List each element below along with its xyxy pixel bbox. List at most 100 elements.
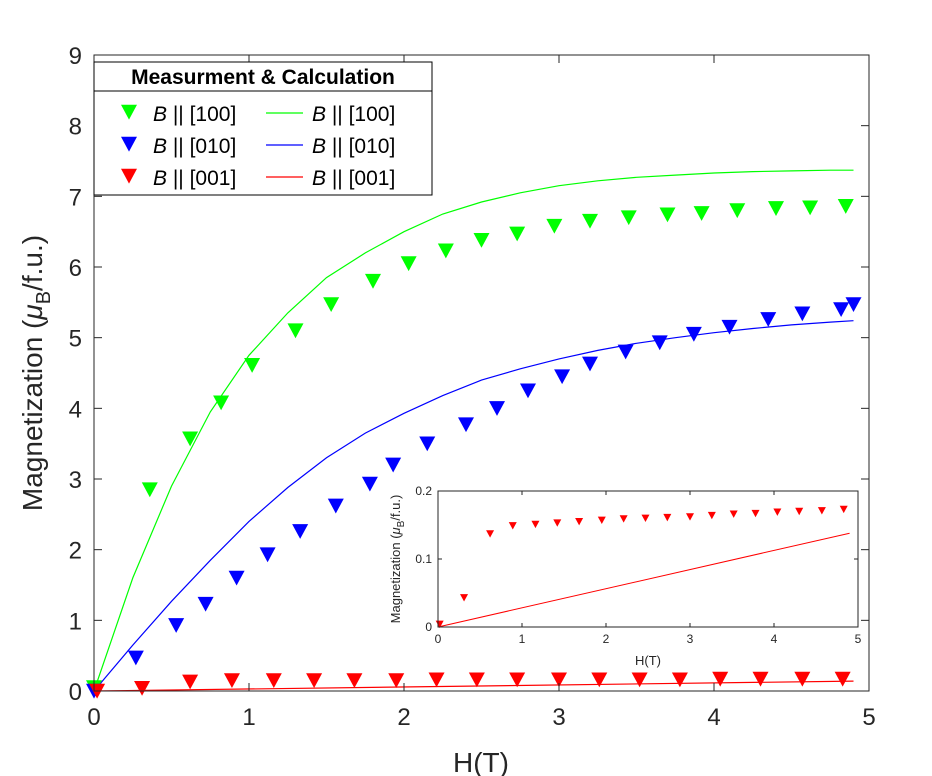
main-y-tick-label: 5 [69, 326, 82, 353]
inset-x-tick-label: 2 [603, 632, 610, 646]
legend-label-measured-1: B || [010] [153, 135, 236, 158]
main-point-0-7 [365, 273, 381, 289]
main-point-0-15 [659, 207, 676, 223]
inset-y-label-sub: B [396, 520, 407, 527]
inset-y-axis-label: Magnetization (μB/f.u.) [388, 495, 407, 624]
main-point-2-12 [591, 672, 608, 688]
main-y-tick-label: 9 [69, 43, 82, 70]
legend-box [93, 61, 433, 196]
inset-plot-area [438, 491, 858, 627]
main-point-1-3 [197, 596, 214, 612]
main-point-1-1 [127, 650, 144, 666]
inset-point-0-17 [817, 507, 826, 515]
legend-label-italic: B [153, 135, 167, 158]
legend-label-italic: B [153, 167, 167, 190]
legend-title: Measurment & Calculation [131, 66, 395, 89]
legend-label-calculated-0: B || [100] [312, 103, 395, 126]
main-point-2-10 [509, 672, 526, 688]
inset-x-axis-label: H(T) [635, 653, 661, 668]
legend-label-italic: B [312, 167, 326, 190]
legend-label-rest: || [001] [326, 167, 395, 190]
inset-x-tick-label: 1 [519, 632, 526, 646]
legend-label-rest: || [010] [167, 135, 236, 158]
main-y-tick-label: 1 [69, 608, 82, 635]
main-point-0-3 [213, 395, 230, 411]
main-y-label-sub: B [33, 291, 55, 304]
main-y-tick-label: 3 [69, 467, 82, 494]
inset-y-tick-label: 0.1 [415, 552, 432, 566]
inset-point-0-14 [751, 509, 760, 518]
legend-label-calculated-1: B || [010] [312, 135, 395, 158]
inset-point-0-2 [486, 530, 495, 538]
main-y-tick-label: 4 [69, 396, 82, 423]
main-point-1-9 [385, 457, 402, 473]
main-x-tick-label: 3 [552, 704, 565, 731]
main-x-tick-label: 1 [242, 704, 255, 731]
inset-point-0-16 [795, 507, 804, 516]
main-point-0-14 [620, 210, 637, 226]
main-y-label-prefix: Magnetization ( [17, 319, 48, 511]
main-x-tick-label: 0 [87, 704, 100, 731]
main-point-0-12 [546, 218, 563, 234]
legend-marker-2 [121, 168, 137, 184]
inset-x-tick-label: 5 [855, 632, 862, 646]
main-point-0-17 [729, 203, 746, 219]
main-point-1-2 [168, 618, 185, 633]
legend-label-italic: B [312, 135, 326, 158]
main-point-1-16 [617, 344, 634, 360]
main-point-0-6 [323, 297, 340, 313]
legend-label-italic: B [153, 103, 167, 126]
main-point-1-10 [419, 436, 436, 452]
main-point-0-8 [400, 256, 417, 272]
inset-line-1 [437, 532, 850, 628]
main-y-tick-label: 2 [69, 538, 82, 565]
legend-label-rest: || [100] [167, 103, 236, 126]
main-point-2-6 [346, 673, 363, 688]
main-point-0-2 [182, 431, 199, 447]
inset-point-0-4 [531, 520, 540, 529]
main-point-2-1 [134, 680, 151, 696]
inset-point-0-6 [575, 518, 584, 526]
inset-point-0-1 [460, 594, 469, 602]
main-y-tick-label: 7 [69, 184, 82, 211]
inset-plot: 0 1 2 3 4 5 0 0.1 0.2 H(T) Magnetization (μB/f.u… [388, 484, 862, 668]
inset-point-0-11 [686, 513, 694, 521]
main-point-1-11 [458, 417, 474, 433]
main-point-2-9 [468, 672, 485, 688]
inset-point-0-10 [663, 513, 672, 522]
main-x-axis-label: H(T) [453, 747, 509, 776]
main-point-1-6 [292, 524, 309, 539]
main-y-tick-label: 6 [69, 255, 82, 282]
main-point-2-5 [306, 673, 323, 688]
main-point-1-4 [228, 570, 245, 586]
main-x-tick-label: 2 [397, 704, 410, 731]
main-point-1-21 [794, 306, 811, 322]
main-point-1-17 [651, 335, 668, 351]
main-data-marks [86, 169, 862, 699]
main-line-5 [93, 680, 854, 692]
inset-x-tick-label: 0 [435, 632, 442, 646]
main-x-tick-label: 5 [862, 704, 875, 731]
main-line-4 [93, 320, 854, 692]
main-point-1-22 [833, 302, 850, 317]
main-point-2-2 [182, 674, 199, 690]
main-point-2-11 [551, 672, 567, 688]
main-y-tick-label: 0 [69, 679, 82, 706]
main-axes-box [93, 54, 870, 692]
main-y-label-suffix: /f.u.) [17, 235, 48, 291]
inset-point-0-8 [619, 515, 628, 523]
inset-y-label-prefix: Magnetization ( [388, 534, 403, 624]
main-point-2-7 [388, 673, 405, 688]
main-point-1-19 [721, 319, 738, 335]
main-point-1-14 [554, 369, 571, 385]
inset-point-0-3 [508, 522, 517, 530]
main-point-2-3 [223, 673, 240, 688]
main-x-tick-label: 4 [707, 704, 720, 731]
main-point-2-15 [712, 671, 729, 687]
inset-x-tick-label: 4 [771, 632, 778, 646]
main-point-2-8 [428, 672, 445, 688]
main-point-1-12 [489, 401, 505, 416]
main-point-0-13 [582, 213, 598, 229]
main-point-1-15 [582, 356, 598, 372]
